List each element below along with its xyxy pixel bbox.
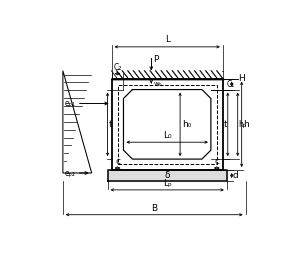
Text: δ: δ bbox=[164, 171, 170, 180]
Text: C₂: C₂ bbox=[113, 63, 122, 72]
Text: c: c bbox=[214, 157, 219, 166]
Text: L₀: L₀ bbox=[163, 131, 172, 140]
Text: c: c bbox=[115, 157, 120, 166]
Text: P: P bbox=[153, 55, 159, 64]
Text: h₀: h₀ bbox=[182, 120, 191, 129]
Text: d: d bbox=[233, 171, 238, 180]
Text: B: B bbox=[151, 204, 157, 213]
Text: hₚ: hₚ bbox=[239, 120, 247, 129]
Text: eₚ₂: eₚ₂ bbox=[65, 168, 76, 178]
Text: L: L bbox=[165, 35, 170, 44]
Text: H: H bbox=[238, 74, 245, 83]
Text: w₀: w₀ bbox=[153, 80, 162, 87]
Text: C₁: C₁ bbox=[227, 80, 235, 88]
Text: t: t bbox=[108, 120, 112, 129]
Text: t: t bbox=[223, 120, 227, 129]
Text: Lₚ: Lₚ bbox=[163, 179, 172, 188]
Text: eₚ₁: eₚ₁ bbox=[65, 99, 76, 108]
Text: h: h bbox=[243, 120, 248, 129]
